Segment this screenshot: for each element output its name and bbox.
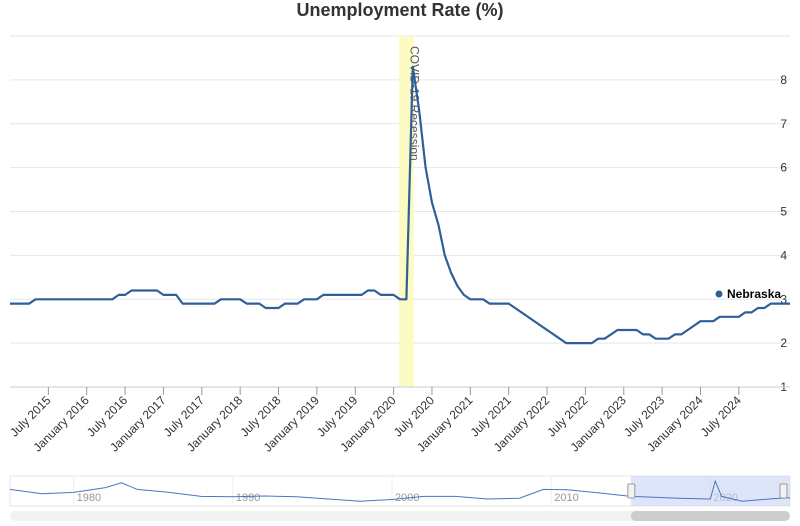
- y-tick-label: 4: [780, 248, 787, 262]
- y-tick-label: 6: [780, 161, 787, 175]
- scrollbar-thumb[interactable]: [630, 511, 790, 521]
- y-tick-label: 2: [780, 336, 787, 350]
- navigator-series-line: [9, 479, 791, 502]
- recession-label: COVID-19 Recession: [407, 46, 421, 161]
- series-layer[interactable]: [10, 65, 790, 345]
- chart-title: Unemployment Rate (%): [296, 0, 503, 20]
- legend-label[interactable]: Nebraska: [727, 287, 781, 301]
- navigator-tick-label: 1980: [77, 492, 101, 504]
- navigator-handle-right[interactable]: [779, 483, 788, 499]
- y-tick-label: 7: [780, 117, 787, 131]
- navigator-tick-label: 1990: [236, 492, 260, 504]
- y-tick-label: 3: [780, 292, 787, 306]
- navigator-handle-left[interactable]: [627, 483, 636, 499]
- series-line-nebraska[interactable]: [10, 65, 790, 345]
- y-tick-label: 5: [780, 205, 787, 219]
- legend[interactable]: Nebraska: [715, 287, 782, 301]
- navigator-selection[interactable]: [630, 476, 790, 506]
- navigator[interactable]: 19801990200020102020: [9, 475, 791, 521]
- scrollbar-track[interactable]: [10, 511, 790, 521]
- y-tick-label: 8: [780, 73, 787, 87]
- x-tick-label: July 2024: [698, 393, 744, 439]
- legend-marker[interactable]: [715, 290, 723, 298]
- navigator-tick-label: 2010: [554, 492, 578, 504]
